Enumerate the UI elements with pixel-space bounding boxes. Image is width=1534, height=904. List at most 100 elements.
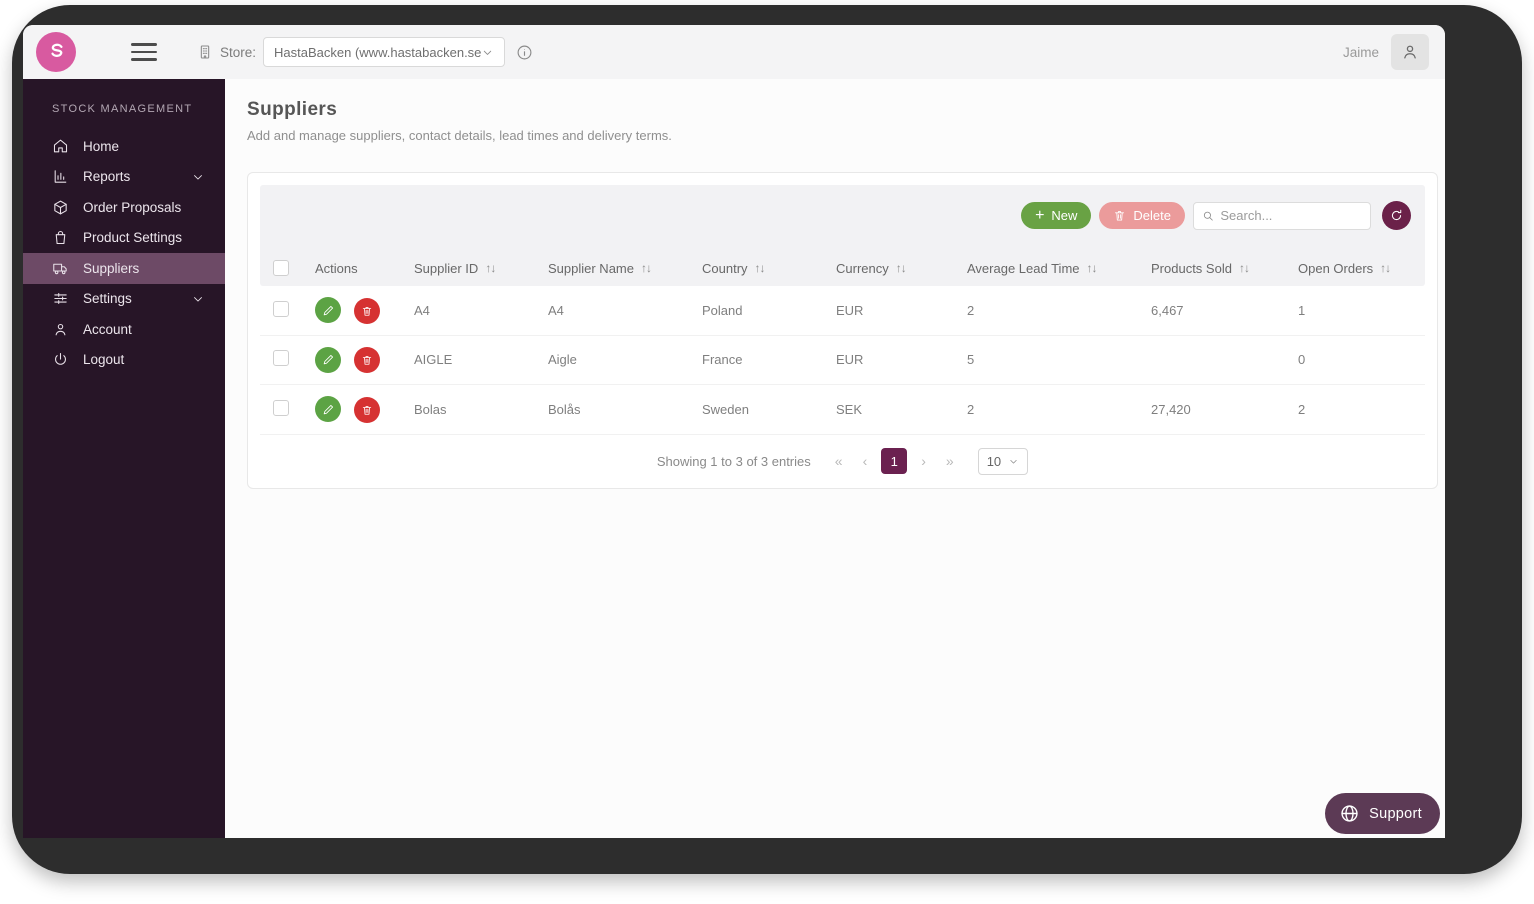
trash-icon xyxy=(362,356,371,365)
delete-row-button[interactable] xyxy=(353,396,380,423)
sort-icon: ↑↓ xyxy=(641,261,652,275)
sidebar-section-title: STOCK MANAGEMENT xyxy=(52,103,193,115)
trash-icon xyxy=(1115,211,1125,221)
store-select[interactable]: HastaBacken (www.hastabacken.se) xyxy=(263,37,506,67)
user-avatar-button[interactable] xyxy=(1391,34,1429,70)
cell-country: Poland xyxy=(702,302,743,318)
info-icon[interactable] xyxy=(516,44,533,61)
table-body: A4 A4 Poland EUR 2 6,467 1 xyxy=(260,286,1425,435)
cell-supplier-name: Bolås xyxy=(548,401,581,417)
sidebar-item-label: Product Settings xyxy=(83,230,183,246)
cell-open-orders: 0 xyxy=(1298,352,1306,368)
edit-row-button[interactable] xyxy=(315,396,341,422)
refresh-icon xyxy=(1391,209,1402,221)
page-title: Suppliers xyxy=(247,99,338,120)
building-icon xyxy=(200,45,210,59)
row-checkbox[interactable] xyxy=(273,399,289,416)
sidebar-item-settings[interactable]: Settings xyxy=(23,284,225,315)
cell-supplier-name: A4 xyxy=(548,302,564,318)
main-content: Suppliers Add and manage suppliers, cont… xyxy=(225,79,1445,838)
cell-supplier-id: A4 xyxy=(414,302,430,318)
cell-supplier-id: Bolas xyxy=(414,401,447,417)
search-input[interactable] xyxy=(1220,208,1362,223)
column-header-country[interactable]: Country ↑↓ xyxy=(702,260,766,276)
delete-row-button[interactable] xyxy=(353,347,380,373)
column-header-average-lead-time[interactable]: Average Lead Time ↑↓ xyxy=(967,260,1098,276)
column-header-supplier-id[interactable]: Supplier ID ↑↓ xyxy=(414,260,496,276)
current-page-button[interactable]: 1 xyxy=(881,448,908,474)
menu-toggle-button[interactable] xyxy=(131,43,157,61)
page-subtitle: Add and manage suppliers, contact detail… xyxy=(247,128,672,143)
sliders-icon xyxy=(54,293,67,305)
cell-country: Sweden xyxy=(702,401,749,417)
chevron-down-icon xyxy=(194,296,202,302)
refresh-button[interactable] xyxy=(1382,201,1411,230)
truck-icon xyxy=(53,263,67,274)
column-header-currency[interactable]: Currency ↑↓ xyxy=(836,260,907,276)
top-bar: Store: HastaBacken (www.hastabacken.se) … xyxy=(23,25,1445,79)
sidebar-item-product-settings[interactable]: Product Settings xyxy=(23,223,225,254)
cell-open-orders: 1 xyxy=(1298,302,1306,318)
row-checkbox[interactable] xyxy=(273,350,289,367)
column-header-actions: Actions xyxy=(315,260,358,276)
sidebar-item-label: Account xyxy=(83,321,132,337)
next-page-button[interactable]: › xyxy=(911,453,936,469)
page-size-value: 10 xyxy=(986,453,1002,469)
home-icon xyxy=(53,139,68,153)
column-header-open-orders[interactable]: Open Orders ↑↓ xyxy=(1298,260,1391,276)
column-header-products-sold[interactable]: Products Sold ↑↓ xyxy=(1151,260,1250,276)
sort-icon: ↑↓ xyxy=(1086,261,1098,275)
delete-row-button[interactable] xyxy=(353,297,380,324)
sidebar-item-suppliers[interactable]: Suppliers xyxy=(23,253,225,284)
new-supplier-button[interactable]: + New xyxy=(1021,202,1092,229)
column-header-supplier-name[interactable]: Supplier Name ↑↓ xyxy=(548,260,652,276)
sort-icon: ↑↓ xyxy=(895,261,907,275)
first-page-button[interactable]: « xyxy=(825,453,853,469)
chevron-down-icon xyxy=(194,174,202,180)
select-all-checkbox[interactable] xyxy=(273,260,289,276)
edit-row-button[interactable] xyxy=(315,346,341,373)
sort-icon: ↑↓ xyxy=(485,261,496,275)
page-size-select[interactable]: 10 xyxy=(977,447,1029,475)
sidebar-item-label: Home xyxy=(83,138,120,154)
last-page-button[interactable]: » xyxy=(936,453,964,469)
app-logo[interactable] xyxy=(36,32,76,72)
sidebar-item-home[interactable]: Home xyxy=(23,131,225,162)
logo-s-icon xyxy=(51,43,63,57)
sort-icon: ↑↓ xyxy=(1380,261,1391,275)
cell-avg-lead-time: 5 xyxy=(967,352,975,368)
sidebar-item-label: Reports xyxy=(83,169,131,185)
row-checkbox[interactable] xyxy=(273,300,289,317)
delete-selected-button[interactable]: Delete xyxy=(1099,202,1185,229)
table-row: A4 A4 Poland EUR 2 6,467 1 xyxy=(260,286,1425,336)
shopping-bag-icon xyxy=(55,231,66,245)
support-button[interactable]: Support xyxy=(1325,793,1440,834)
sidebar-item-logout[interactable]: Logout xyxy=(23,345,225,376)
edit-row-button[interactable] xyxy=(315,297,341,323)
sidebar-item-reports[interactable]: Reports xyxy=(23,162,225,193)
previous-page-button[interactable]: ‹ xyxy=(853,453,878,469)
sidebar-item-label: Settings xyxy=(83,291,132,307)
cell-products-sold: 27,420 xyxy=(1151,401,1191,417)
sort-icon: ↑↓ xyxy=(1238,261,1250,275)
store-selector-group: Store: HastaBacken (www.hastabacken.se) xyxy=(197,37,533,67)
cell-open-orders: 2 xyxy=(1298,401,1306,417)
cell-currency: SEK xyxy=(836,401,863,417)
sidebar-item-order-proposals[interactable]: Order Proposals xyxy=(23,192,225,223)
sidebar: STOCK MANAGEMENT Home Reports Order Prop… xyxy=(23,79,225,838)
pencil-icon xyxy=(323,305,333,315)
suppliers-table-card: + New Delete xyxy=(247,172,1438,489)
table-toolbar: + New Delete xyxy=(260,185,1425,250)
pencil-icon xyxy=(323,404,333,414)
person-icon xyxy=(1404,45,1416,59)
chevron-down-icon xyxy=(1010,459,1017,463)
sidebar-item-account[interactable]: Account xyxy=(23,314,225,345)
plus-icon: + xyxy=(1035,206,1045,224)
sidebar-item-label: Suppliers xyxy=(83,260,140,276)
pagination-summary: Showing 1 to 3 of 3 entries xyxy=(656,453,811,469)
globe-icon xyxy=(1341,805,1358,822)
cell-currency: EUR xyxy=(836,302,864,318)
store-label: Store: xyxy=(220,44,257,60)
table-header-row: Actions Supplier ID ↑↓ Supplier Name ↑↓ Co… xyxy=(260,250,1425,286)
table-row: Bolas Bolås Sweden SEK 2 27,420 2 xyxy=(260,385,1425,435)
